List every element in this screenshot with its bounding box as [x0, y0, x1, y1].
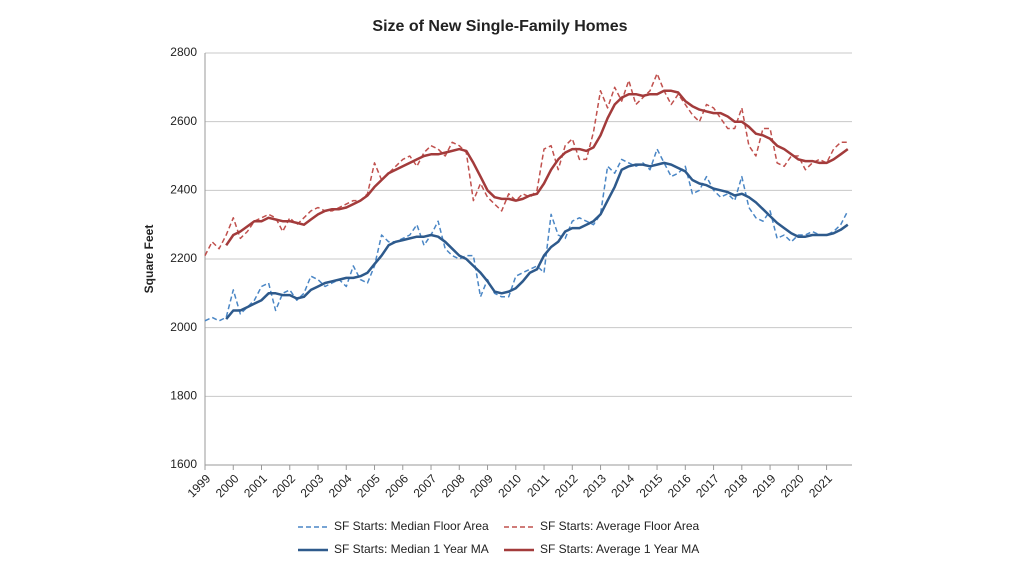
series-line: [204, 148, 849, 322]
series-line: [225, 161, 849, 320]
x-tick-label: 2016: [665, 471, 694, 500]
x-tick-label: 2015: [637, 471, 666, 500]
x-tick-label: 1999: [185, 471, 214, 500]
legend-label: SF Starts: Median Floor Area: [334, 519, 489, 533]
x-tick-label: 2018: [721, 471, 750, 500]
x-tick-label: 2005: [354, 471, 383, 500]
x-tick-label: 2006: [382, 471, 411, 500]
x-tick-label: 2000: [213, 471, 242, 500]
y-tick-label: 2400: [170, 183, 197, 197]
x-tick-label: 2009: [467, 471, 496, 500]
x-tick-label: 2004: [326, 471, 355, 500]
series-line: [225, 89, 849, 247]
legend-label: SF Starts: Average 1 Year MA: [540, 542, 699, 556]
x-tick-label: 2007: [411, 471, 440, 500]
x-tick-label: 2001: [241, 471, 270, 500]
series-line: [204, 72, 848, 256]
x-tick-label: 2002: [269, 471, 298, 500]
x-tick-label: 2020: [778, 471, 807, 500]
x-tick-label: 2017: [693, 471, 722, 500]
y-tick-label: 2800: [170, 45, 197, 59]
x-tick-label: 2019: [750, 471, 779, 500]
y-tick-label: 2200: [170, 251, 197, 265]
x-tick-label: 2013: [580, 471, 609, 500]
y-tick-label: 1800: [170, 389, 197, 403]
x-tick-label: 2014: [608, 471, 637, 500]
x-tick-label: 2011: [524, 471, 552, 499]
chart-title: Size of New Single-Family Homes: [372, 18, 627, 35]
legend-label: SF Starts: Average Floor Area: [540, 519, 700, 533]
y-axis-title: Square Feet: [142, 225, 156, 294]
x-tick-label: 2021: [806, 471, 835, 500]
legend-label: SF Starts: Median 1 Year MA: [334, 542, 489, 556]
y-tick-label: 2600: [170, 114, 197, 128]
x-tick-label: 2003: [298, 471, 327, 500]
y-tick-label: 2000: [170, 320, 197, 334]
x-tick-label: 2012: [552, 471, 581, 500]
x-tick-label: 2010: [495, 471, 524, 500]
x-tick-label: 2008: [439, 471, 468, 500]
y-tick-label: 1600: [170, 457, 197, 471]
